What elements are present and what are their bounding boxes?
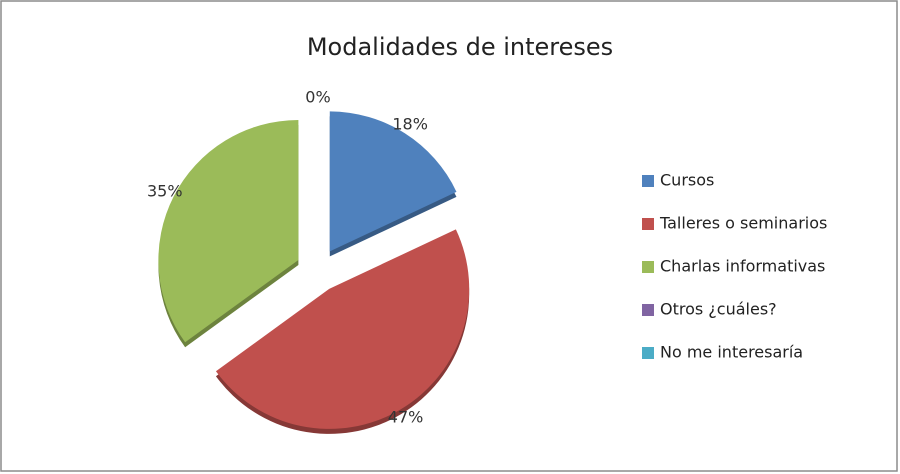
slice	[215, 229, 470, 429]
legend-label: No me interesaría	[660, 343, 803, 362]
legend-label: Talleres o seminarios	[659, 214, 827, 233]
slice	[329, 111, 457, 252]
data-label: 0%	[305, 88, 330, 107]
legend-swatch	[642, 304, 654, 316]
legend-label: Otros ¿cuáles?	[660, 300, 777, 319]
data-label: 35%	[147, 181, 183, 200]
legend-label: Cursos	[660, 171, 714, 190]
legend-swatch	[642, 261, 654, 273]
chart-title: Modalidades de intereses	[307, 33, 613, 61]
legend-swatch	[642, 218, 654, 230]
slice	[158, 120, 299, 343]
data-label: 18%	[392, 114, 428, 133]
legend-swatch	[642, 175, 654, 187]
legend-label: Charlas informativas	[660, 257, 825, 276]
legend-swatch	[642, 347, 654, 359]
data-label: 47%	[388, 408, 424, 427]
